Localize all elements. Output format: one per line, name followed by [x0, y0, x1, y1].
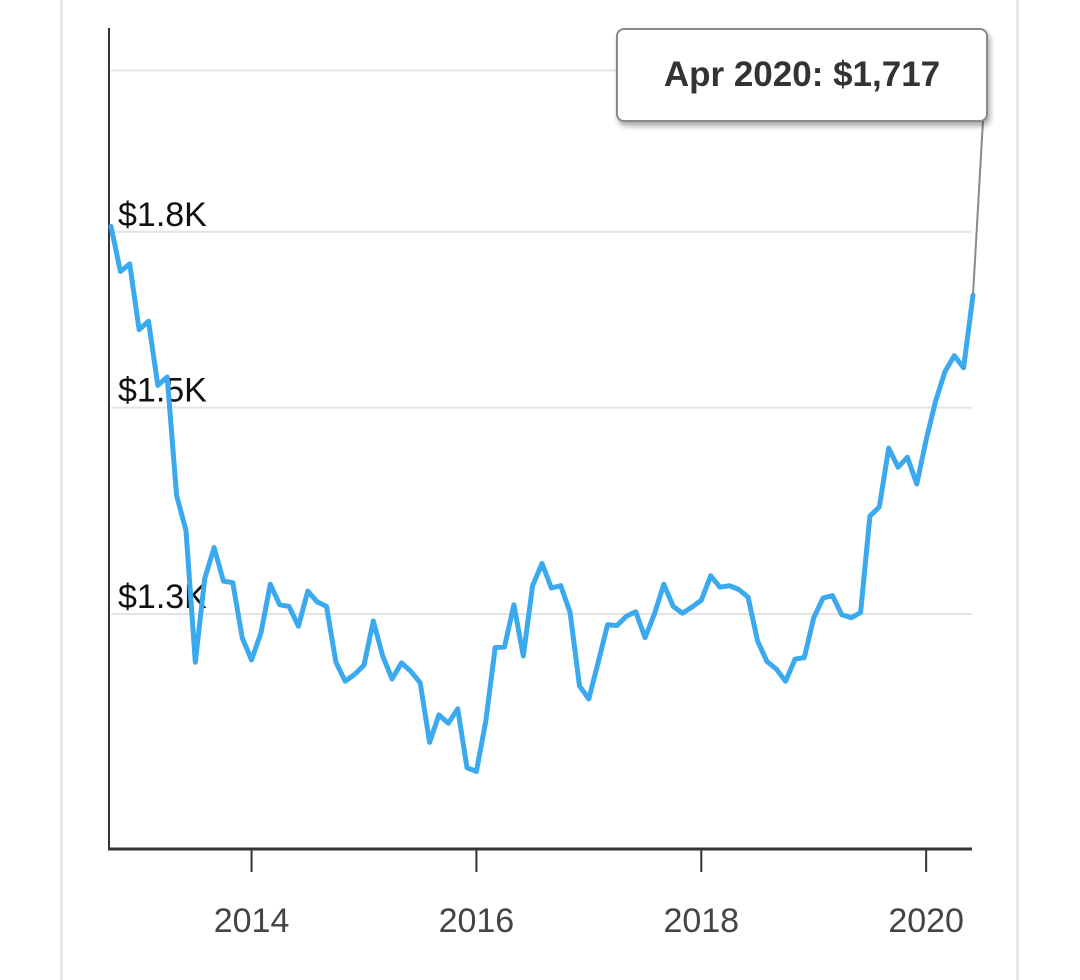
x-tick-label: 2014 [214, 902, 290, 940]
y-labels: $1.3K$1.5K$1.8K [118, 196, 207, 616]
card-border-right [1016, 0, 1019, 980]
x-tick-label: 2016 [439, 902, 515, 940]
x-tick-label: 2018 [663, 902, 739, 940]
x-ticks: 2014 2016 2018 2020 [214, 849, 964, 940]
card-border-left [60, 0, 63, 980]
tooltip: Apr 2020: $1,717 [616, 28, 988, 122]
tooltip-leader-line [972, 119, 984, 296]
x-tick-label: 2020 [888, 902, 964, 940]
gridlines [111, 69, 972, 615]
y-tick-label: $1.5K [118, 372, 207, 410]
series-line [108, 223, 976, 774]
y-tick-label: $1.8K [118, 196, 207, 234]
